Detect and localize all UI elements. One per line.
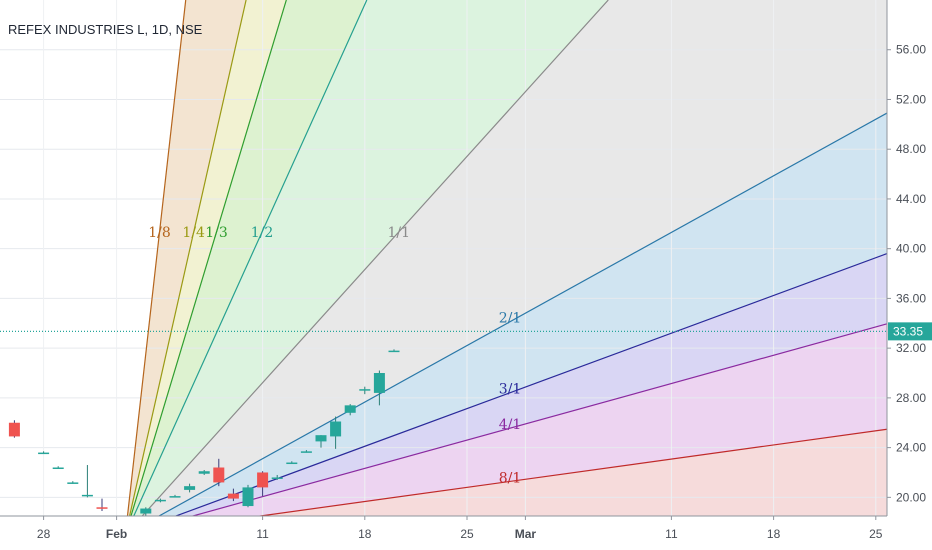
- candle-body: [344, 405, 356, 413]
- price-axis-background[interactable]: [887, 0, 932, 550]
- fan-label-1-4: 1/4: [182, 225, 205, 241]
- candle-body: [388, 350, 400, 353]
- chart-title: REFEX INDUSTRIES L, 1D, NSE: [8, 22, 203, 37]
- candle: [373, 370, 385, 406]
- y-tick-label: 52.00: [896, 92, 926, 106]
- candle-body: [8, 422, 20, 437]
- candle-body: [38, 452, 50, 455]
- fan-line-1-8: [124, 0, 187, 535]
- candle-body: [213, 467, 225, 483]
- candle: [242, 484, 254, 508]
- fan-line-1-2: [124, 0, 368, 535]
- candle-body: [300, 451, 312, 453]
- candle: [388, 349, 400, 353]
- candle: [271, 474, 283, 480]
- fan-label-1-3: 1/3: [205, 225, 228, 241]
- x-tick-label: 28: [37, 527, 51, 541]
- candle-body: [96, 507, 108, 509]
- candle-body: [154, 499, 166, 502]
- last-price-tag-label: 33.35: [893, 324, 923, 338]
- fan-label-3-1: 3/1: [499, 382, 522, 398]
- fan-line-1-3: [124, 0, 287, 535]
- candle-body: [81, 494, 93, 497]
- candle-body: [330, 421, 342, 437]
- y-tick-label: 32.00: [896, 341, 926, 355]
- fan-label-8-1: 8/1: [499, 470, 522, 486]
- fan-line-1-1: [124, 0, 609, 536]
- candle: [300, 450, 312, 453]
- time-axis-background[interactable]: [0, 516, 887, 550]
- candle: [67, 481, 79, 484]
- fan-label-2-1: 2/1: [499, 311, 522, 327]
- fan-line-1-4: [124, 0, 247, 535]
- y-tick-label: 20.00: [896, 490, 926, 504]
- candle-body: [271, 477, 283, 479]
- candle-body: [242, 487, 254, 507]
- grid-lines: [0, 0, 887, 516]
- gann-fan-labels: 1/8 1/4 1/3 1/2 1/1 2/1 3/1 4/1 8/1: [148, 225, 521, 486]
- candle-body: [286, 462, 298, 465]
- candle: [227, 488, 239, 502]
- last-price-tag-box: [888, 322, 932, 341]
- x-tick-label: 25: [869, 527, 883, 541]
- y-tick-label: 48.00: [896, 142, 926, 156]
- x-tick-label: 18: [767, 527, 781, 541]
- y-tick-label: 40.00: [896, 242, 926, 256]
- candle: [286, 461, 298, 465]
- x-tick-label: 11: [665, 527, 678, 541]
- y-tick-label: 24.00: [896, 441, 926, 455]
- gann-fan-fills: [125, 0, 888, 535]
- candle: [213, 458, 225, 487]
- x-tick-label: 11: [256, 527, 269, 541]
- candle-body: [227, 493, 239, 499]
- candle-body: [169, 496, 181, 498]
- x-tick-label: 18: [358, 527, 372, 541]
- candle: [154, 498, 166, 503]
- x-tick-label: Feb: [106, 527, 127, 541]
- candle: [52, 466, 64, 470]
- candle-body: [315, 435, 327, 442]
- candle-body: [184, 486, 196, 490]
- candle: [184, 483, 196, 493]
- fan-line-2-1: [125, 112, 888, 536]
- x-tick-label: Mar: [515, 527, 537, 541]
- y-tick-label: 56.00: [896, 43, 926, 57]
- candle-body: [198, 471, 210, 474]
- candle: [81, 465, 93, 498]
- fan-label-1-8: 1/8: [148, 225, 171, 241]
- candle: [359, 386, 371, 395]
- candle-body: [257, 472, 269, 488]
- candle: [198, 469, 210, 475]
- x-tick-label: 25: [460, 527, 474, 541]
- candle-body: [359, 389, 371, 391]
- candle: [330, 416, 342, 449]
- candle: [96, 498, 108, 512]
- candle: [8, 420, 20, 438]
- y-tick-label: 36.00: [896, 291, 926, 305]
- candle: [257, 471, 269, 497]
- y-tick-label: 44.00: [896, 192, 926, 206]
- y-tick-label: 28.00: [896, 391, 926, 405]
- candle: [315, 435, 327, 448]
- candle-body: [52, 467, 64, 470]
- candle: [140, 507, 152, 516]
- candle: [38, 451, 50, 455]
- fan-label-4-1: 4/1: [499, 417, 522, 433]
- last-price-tag: 33.35: [888, 322, 932, 341]
- candle-body: [373, 373, 385, 393]
- candle: [169, 494, 181, 498]
- price-axis[interactable]: 56.00 52.00 48.00 44.00 40.00 36.00 32.00 28.00…: [887, 43, 926, 505]
- fan-fill-1-1: [125, 0, 888, 535]
- candle-body: [140, 508, 152, 514]
- fan-label-1-1: 1/1: [387, 225, 410, 241]
- time-axis[interactable]: 28 Feb 11 18 25 Mar 11 18 25: [37, 516, 883, 541]
- candles: [8, 349, 400, 516]
- fan-label-1-2: 1/2: [251, 225, 274, 241]
- candle: [344, 404, 356, 416]
- candle-body: [67, 482, 79, 484]
